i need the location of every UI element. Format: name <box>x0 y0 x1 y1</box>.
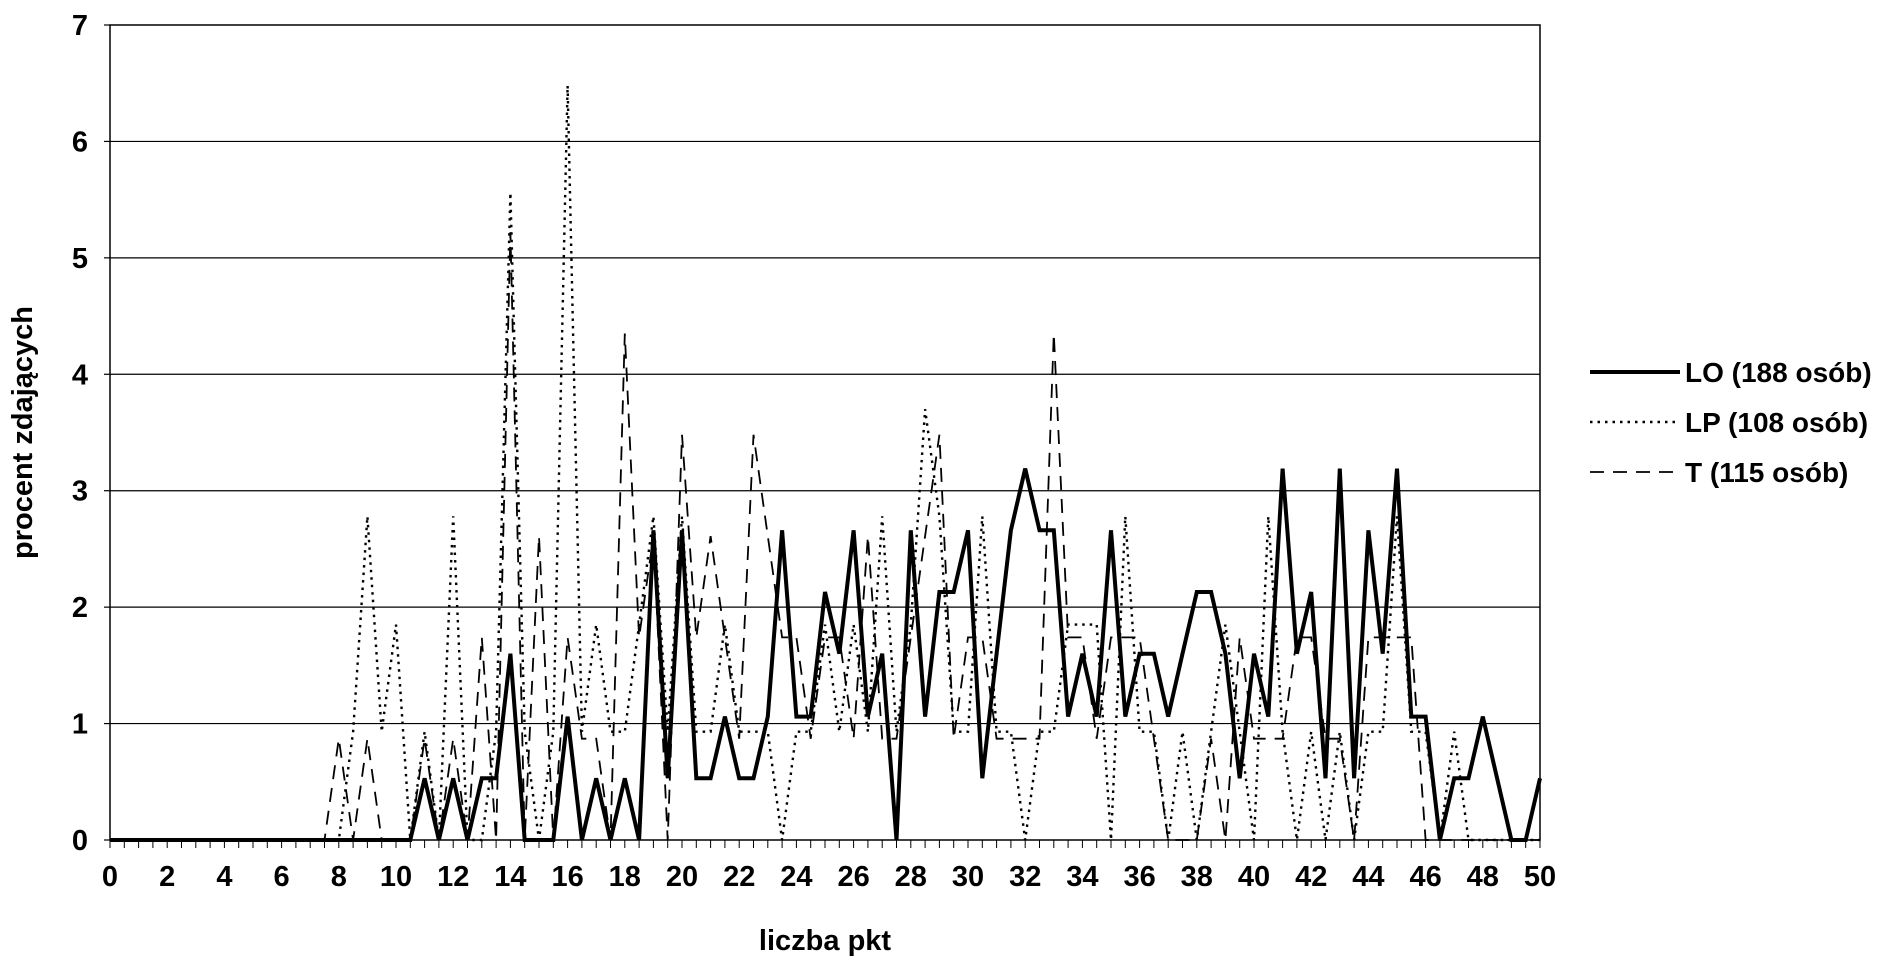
x-tick-label: 6 <box>274 861 290 893</box>
x-tick-label: 50 <box>1524 861 1556 893</box>
series-line-1 <box>110 85 1540 842</box>
x-tick-label: 8 <box>331 861 347 893</box>
x-tick-label: 42 <box>1295 861 1327 893</box>
y-tick-label: 5 <box>72 243 88 275</box>
legend: LO (188 osób) LP (108 osób) T (115 osób) <box>1590 357 1872 488</box>
x-tick-label: 28 <box>895 861 927 893</box>
y-tick-label: 3 <box>72 476 88 508</box>
plot-area <box>109 24 1541 841</box>
y-tick-label: 2 <box>72 592 88 624</box>
series-lines <box>110 85 1542 842</box>
x-tick-label: 20 <box>666 861 698 893</box>
legend-label-0: LO (188 osób) <box>1685 357 1872 388</box>
x-tick-label: 14 <box>494 861 526 893</box>
series-line-0 <box>110 468 1542 842</box>
x-tick-label: 38 <box>1181 861 1213 893</box>
x-axis: 0 2 4 6 8 10 12 14 16 18 20 22 24 26 28 30 32 34 36 38 40 42 4… <box>102 861 1556 893</box>
x-tick-label: 10 <box>380 861 412 893</box>
y-tick-label: 7 <box>72 10 88 42</box>
x-tick-label: 34 <box>1066 861 1098 893</box>
x-tick-label: 48 <box>1467 861 1499 893</box>
y-axis: 0 1 2 3 4 5 6 7 <box>72 10 110 857</box>
legend-label-1: LP (108 osób) <box>1685 407 1868 438</box>
x-tick-label: 2 <box>159 861 175 893</box>
x-tick-label: 36 <box>1123 861 1155 893</box>
x-tick-label: 46 <box>1409 861 1441 893</box>
y-tick-label: 0 <box>72 825 88 857</box>
x-tick-label: 24 <box>780 861 812 893</box>
x-tick-label: 18 <box>609 861 641 893</box>
x-tick-label: 30 <box>952 861 984 893</box>
x-axis-title: liczba pkt <box>759 925 891 957</box>
x-tick-label: 44 <box>1352 861 1384 893</box>
y-tick-label: 4 <box>72 359 88 391</box>
y-tick-label: 1 <box>72 709 88 741</box>
x-tick-label: 26 <box>837 861 869 893</box>
x-tick-label: 40 <box>1238 861 1270 893</box>
y-axis-title: procent zdających <box>7 306 39 559</box>
x-tick-label: 0 <box>102 861 118 893</box>
x-tick-label: 12 <box>437 861 469 893</box>
legend-label-2: T (115 osób) <box>1685 457 1848 488</box>
x-tick-label: 16 <box>551 861 583 893</box>
x-tick-label: 32 <box>1009 861 1041 893</box>
x-tick-label: 4 <box>216 861 232 893</box>
y-tick-label: 6 <box>72 126 88 158</box>
x-tick-label: 22 <box>723 861 755 893</box>
series-line-2 <box>110 232 1540 841</box>
grid-lines <box>110 140 1540 725</box>
